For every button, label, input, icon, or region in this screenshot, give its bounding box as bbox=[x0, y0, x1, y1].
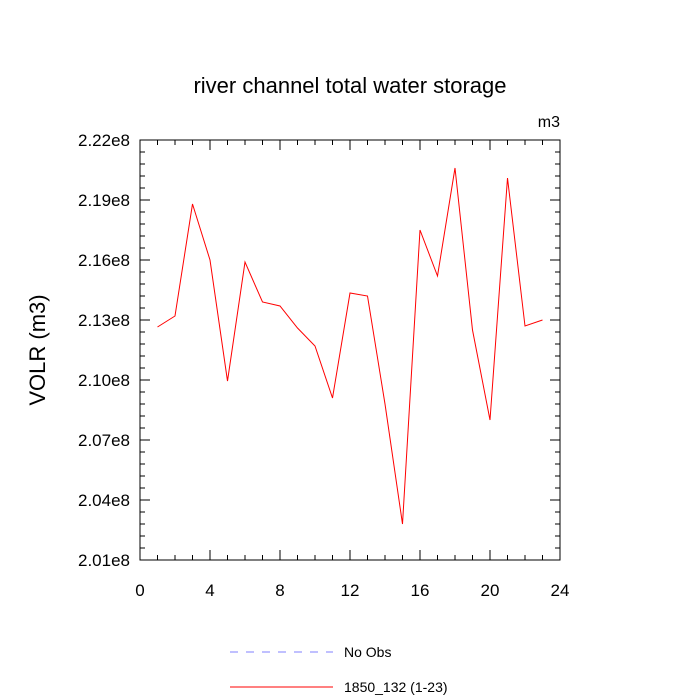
x-tick-label: 12 bbox=[341, 581, 360, 600]
y-tick-label: 2.07e8 bbox=[78, 431, 130, 450]
plot-frame bbox=[139, 139, 561, 561]
units-label: m3 bbox=[538, 114, 560, 131]
series-line bbox=[157, 167, 543, 525]
y-tick-label: 2.22e8 bbox=[78, 131, 130, 150]
x-tick-label: 24 bbox=[551, 581, 570, 600]
y-axis-label: VOLR (m3) bbox=[25, 294, 50, 405]
plot-area bbox=[157, 167, 543, 525]
axis-ticks bbox=[139, 139, 561, 561]
x-tick-label: 20 bbox=[481, 581, 500, 600]
y-tick-label: 2.04e8 bbox=[78, 491, 130, 510]
x-tick-label: 0 bbox=[135, 581, 144, 600]
x-tick-label: 8 bbox=[275, 581, 284, 600]
y-tick-label: 2.16e8 bbox=[78, 251, 130, 270]
chart-title: river channel total water storage bbox=[193, 73, 506, 98]
y-tick-label: 2.10e8 bbox=[78, 371, 130, 390]
legend-label: No Obs bbox=[344, 644, 391, 660]
x-tick-label: 16 bbox=[411, 581, 430, 600]
y-tick-label: 2.13e8 bbox=[78, 311, 130, 330]
x-tick-label: 4 bbox=[205, 581, 214, 600]
legend: No Obs 1850_132 (1-23) bbox=[230, 644, 448, 695]
y-tick-label: 2.19e8 bbox=[78, 191, 130, 210]
legend-label: 1850_132 (1-23) bbox=[344, 679, 448, 695]
y-tick-label: 2.01e8 bbox=[78, 551, 130, 570]
tick-labels: 0 4 8 12 16 20 24 2.01e8 2.04e8 2.07e8 2.10e8 2.13e… bbox=[78, 131, 569, 600]
